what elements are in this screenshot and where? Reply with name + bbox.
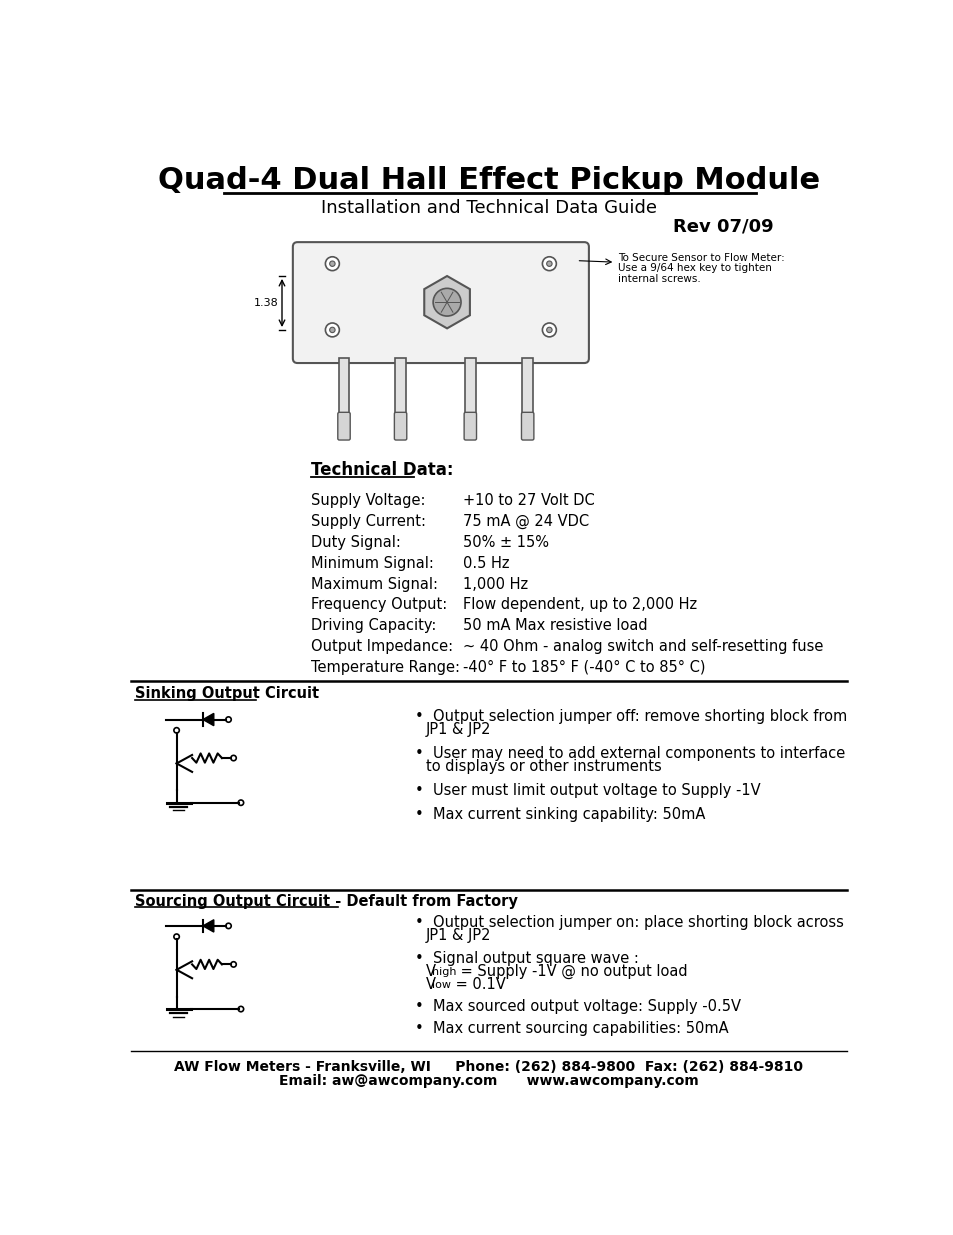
- Circle shape: [173, 727, 179, 734]
- Text: 0.5 Hz: 0.5 Hz: [462, 556, 509, 571]
- Text: Email: aw@awcompany.com      www.awcompany.com: Email: aw@awcompany.com www.awcompany.co…: [279, 1074, 698, 1088]
- Polygon shape: [203, 920, 213, 932]
- Text: Flow dependent, up to 2,000 Hz: Flow dependent, up to 2,000 Hz: [462, 598, 696, 613]
- Text: high: high: [432, 967, 456, 977]
- Text: to displays or other instruments: to displays or other instruments: [426, 758, 661, 774]
- FancyBboxPatch shape: [464, 358, 476, 426]
- Text: •  User may need to add external components to interface: • User may need to add external componen…: [415, 746, 844, 761]
- FancyBboxPatch shape: [464, 412, 476, 440]
- Text: +10 to 27 Volt DC: +10 to 27 Volt DC: [462, 493, 594, 509]
- Text: To Secure Sensor to Flow Meter:: To Secure Sensor to Flow Meter:: [618, 252, 784, 263]
- Text: •  User must limit output voltage to Supply -1V: • User must limit output voltage to Supp…: [415, 783, 760, 798]
- Circle shape: [433, 288, 460, 316]
- FancyBboxPatch shape: [394, 412, 406, 440]
- Circle shape: [238, 800, 243, 805]
- Circle shape: [231, 756, 236, 761]
- FancyBboxPatch shape: [521, 358, 533, 426]
- Text: •  Output selection jumper on: place shorting block across: • Output selection jumper on: place shor…: [415, 915, 843, 930]
- Text: ~ 40 Ohm - analog switch and self-resetting fuse: ~ 40 Ohm - analog switch and self-resett…: [462, 638, 822, 653]
- Text: AW Flow Meters - Franksville, WI     Phone: (262) 884-9800  Fax: (262) 884-9810: AW Flow Meters - Franksville, WI Phone: …: [174, 1060, 802, 1073]
- Text: Minimum Signal:: Minimum Signal:: [311, 556, 434, 571]
- Text: -40° F to 185° F (-40° C to 85° C): -40° F to 185° F (-40° C to 85° C): [462, 659, 704, 674]
- Text: Duty Signal:: Duty Signal:: [311, 535, 401, 550]
- Polygon shape: [424, 275, 470, 329]
- Text: 50 mA Max resistive load: 50 mA Max resistive load: [462, 618, 646, 634]
- Text: Technical Data:: Technical Data:: [311, 461, 454, 479]
- Text: •  Output selection jumper off: remove shorting block from: • Output selection jumper off: remove sh…: [415, 709, 846, 724]
- Circle shape: [542, 324, 556, 337]
- Text: = 0.1V: = 0.1V: [451, 977, 505, 992]
- Text: 1.38: 1.38: [253, 298, 278, 308]
- Text: V: V: [426, 977, 436, 992]
- Circle shape: [238, 1007, 243, 1011]
- Text: Use a 9/64 hex key to tighten: Use a 9/64 hex key to tighten: [618, 263, 771, 273]
- Text: Installation and Technical Data Guide: Installation and Technical Data Guide: [320, 199, 657, 217]
- Text: Sourcing Output Circuit - Default from Factory: Sourcing Output Circuit - Default from F…: [134, 894, 517, 909]
- Text: 75 mA @ 24 VDC: 75 mA @ 24 VDC: [462, 514, 588, 530]
- FancyBboxPatch shape: [395, 358, 406, 426]
- Circle shape: [226, 924, 231, 929]
- Text: Sinking Output Circuit: Sinking Output Circuit: [134, 685, 318, 700]
- Text: Quad-4 Dual Hall Effect Pickup Module: Quad-4 Dual Hall Effect Pickup Module: [157, 165, 820, 195]
- Text: •  Max current sinking capability: 50mA: • Max current sinking capability: 50mA: [415, 806, 705, 821]
- Circle shape: [226, 716, 231, 722]
- Circle shape: [325, 257, 339, 270]
- Text: V: V: [426, 963, 436, 978]
- Text: internal screws.: internal screws.: [618, 274, 700, 284]
- Text: Frequency Output:: Frequency Output:: [311, 598, 447, 613]
- Text: •  Max current sourcing capabilities: 50mA: • Max current sourcing capabilities: 50m…: [415, 1021, 728, 1036]
- Text: Rev 07/09: Rev 07/09: [673, 217, 773, 236]
- Circle shape: [231, 962, 236, 967]
- Circle shape: [546, 327, 552, 332]
- Text: •  Max sourced output voltage: Supply -0.5V: • Max sourced output voltage: Supply -0.…: [415, 999, 740, 1014]
- FancyBboxPatch shape: [293, 242, 588, 363]
- Text: JP1 & JP2: JP1 & JP2: [426, 929, 491, 944]
- FancyBboxPatch shape: [521, 412, 534, 440]
- Text: •  Signal output square wave :: • Signal output square wave :: [415, 951, 639, 966]
- FancyBboxPatch shape: [338, 358, 349, 426]
- Text: = Supply -1V @ no output load: = Supply -1V @ no output load: [456, 963, 686, 979]
- FancyBboxPatch shape: [337, 412, 350, 440]
- Text: 1,000 Hz: 1,000 Hz: [462, 577, 527, 592]
- Polygon shape: [203, 714, 213, 726]
- Text: Temperature Range:: Temperature Range:: [311, 659, 460, 674]
- Circle shape: [542, 257, 556, 270]
- Text: Driving Capacity:: Driving Capacity:: [311, 618, 436, 634]
- Circle shape: [173, 934, 179, 940]
- Text: Supply Current:: Supply Current:: [311, 514, 426, 529]
- Circle shape: [546, 261, 552, 267]
- Text: Output Impedance:: Output Impedance:: [311, 638, 453, 653]
- Circle shape: [330, 327, 335, 332]
- Text: low: low: [432, 979, 451, 989]
- Circle shape: [330, 261, 335, 267]
- Text: 50% ± 15%: 50% ± 15%: [462, 535, 548, 550]
- Text: JP1 & JP2: JP1 & JP2: [426, 721, 491, 737]
- Text: Supply Voltage:: Supply Voltage:: [311, 493, 425, 509]
- Text: Maximum Signal:: Maximum Signal:: [311, 577, 438, 592]
- Circle shape: [325, 324, 339, 337]
